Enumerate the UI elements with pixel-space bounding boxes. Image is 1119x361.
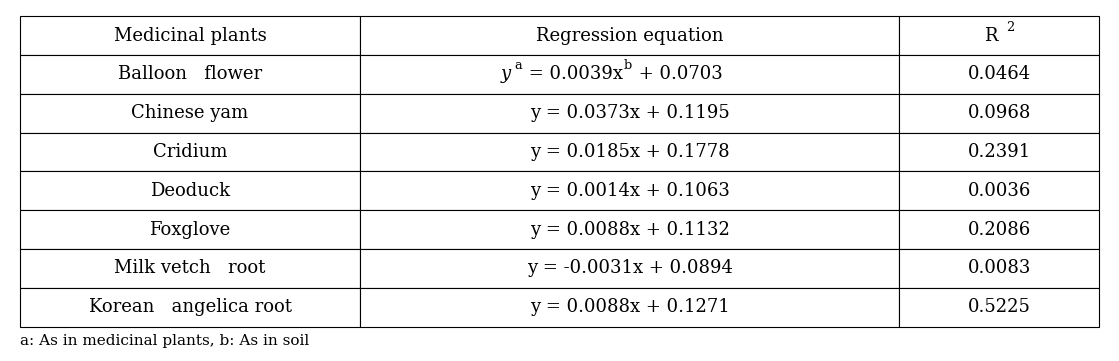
- Text: y = 0.0088x + 0.1271: y = 0.0088x + 0.1271: [529, 298, 730, 316]
- Bar: [20, 94, 360, 133]
- Text: = 0.0039x: = 0.0039x: [524, 65, 623, 83]
- Text: a: As in medicinal plants, b: As in soil: a: As in medicinal plants, b: As in soil: [20, 334, 309, 348]
- Bar: [360, 171, 900, 210]
- Bar: [900, 288, 1099, 327]
- Bar: [20, 171, 360, 210]
- Bar: [20, 210, 360, 249]
- Bar: [20, 55, 360, 94]
- Text: y = 0.0014x + 0.1063: y = 0.0014x + 0.1063: [529, 182, 730, 200]
- Text: y = 0.0185x + 0.1778: y = 0.0185x + 0.1778: [529, 143, 730, 161]
- Text: y: y: [501, 65, 511, 83]
- Text: 0.2391: 0.2391: [968, 143, 1031, 161]
- Text: Medicinal plants: Medicinal plants: [114, 27, 266, 45]
- Text: 0.0968: 0.0968: [968, 104, 1031, 122]
- Text: y = -0.0031x + 0.0894: y = -0.0031x + 0.0894: [527, 260, 733, 278]
- Bar: [900, 249, 1099, 288]
- Text: Chinese yam: Chinese yam: [131, 104, 248, 122]
- Bar: [900, 16, 1099, 55]
- Bar: [360, 55, 900, 94]
- Bar: [20, 249, 360, 288]
- Bar: [900, 210, 1099, 249]
- Text: 0.5225: 0.5225: [968, 298, 1031, 316]
- Text: Deoduck: Deoduck: [150, 182, 231, 200]
- Bar: [360, 288, 900, 327]
- Text: 0.2086: 0.2086: [968, 221, 1031, 239]
- Bar: [900, 171, 1099, 210]
- Bar: [900, 94, 1099, 133]
- Bar: [360, 16, 900, 55]
- Text: 2: 2: [1006, 21, 1015, 34]
- Text: y = 0.0088x + 0.1132: y = 0.0088x + 0.1132: [529, 221, 730, 239]
- Bar: [900, 55, 1099, 94]
- Bar: [20, 288, 360, 327]
- Text: Foxglove: Foxglove: [150, 221, 231, 239]
- Bar: [900, 133, 1099, 171]
- Text: 0.0083: 0.0083: [968, 260, 1031, 278]
- Text: a: a: [515, 60, 521, 73]
- Text: b: b: [624, 60, 632, 73]
- Text: Cridium: Cridium: [153, 143, 227, 161]
- Text: R: R: [985, 27, 998, 45]
- Bar: [20, 133, 360, 171]
- Text: + 0.0703: + 0.0703: [633, 65, 723, 83]
- Text: Balloon   flower: Balloon flower: [117, 65, 262, 83]
- Text: y = 0.0373x + 0.1195: y = 0.0373x + 0.1195: [529, 104, 730, 122]
- Text: 0.0464: 0.0464: [968, 65, 1031, 83]
- Text: Regression equation: Regression equation: [536, 27, 723, 45]
- Bar: [20, 16, 360, 55]
- Bar: [360, 133, 900, 171]
- Bar: [360, 94, 900, 133]
- Bar: [360, 249, 900, 288]
- Text: 0.0036: 0.0036: [968, 182, 1031, 200]
- Text: Milk vetch   root: Milk vetch root: [114, 260, 265, 278]
- Text: Korean   angelica root: Korean angelica root: [88, 298, 292, 316]
- Bar: [360, 210, 900, 249]
